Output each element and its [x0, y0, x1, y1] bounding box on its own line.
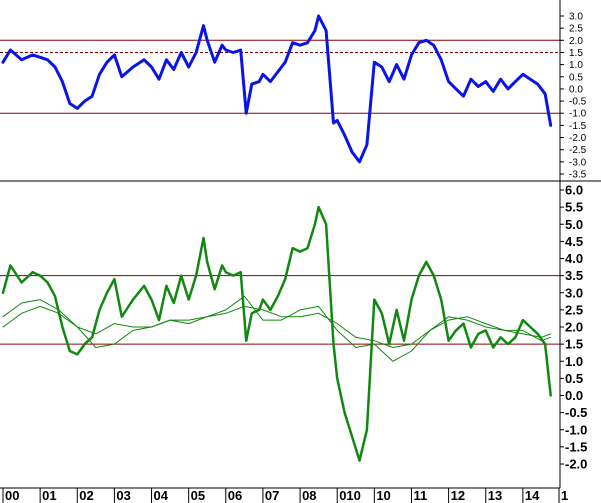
bottom-panel: 6.0 5.5 5.0 4.5 4.0 3.5 3.0 2.5 2.0 1.5 1.0 0.5 0.0 -… — [0, 183, 587, 503]
top-y-tick-label-13: -3.5 — [569, 170, 587, 181]
x-tick-label-14: 14 — [525, 488, 540, 503]
top-y-tick-label-0: 3.0 — [569, 12, 583, 23]
top-y-tick-label-1: 2.5 — [569, 24, 583, 35]
x-tick-label-7: 07 — [265, 488, 279, 503]
x-tick-label-15: 1 — [561, 488, 568, 503]
x-tick-label-10: 10 — [376, 488, 390, 503]
x-tick-label-12: 12 — [451, 488, 465, 503]
top-y-tick-label-2: 2.0 — [569, 36, 583, 47]
bottom-y-tick-label-13: -0.5 — [565, 405, 587, 420]
x-tick-label-6: 06 — [228, 488, 242, 503]
bottom-y-tick-label-2: 5.0 — [565, 217, 583, 232]
x-tick-label-0: 00 — [5, 488, 19, 503]
top-y-tick-label-12: -3.0 — [569, 157, 587, 168]
top-y-axis-ticks: 3.02.52.01.51.00.50.0 -0.5-1.0-1.5-2.0-2.… — [560, 12, 587, 181]
top-reference-lines — [0, 39, 560, 114]
bottom-y-tick-label-9: 1.5 — [565, 337, 583, 352]
top-y-tick-label-6: 0.0 — [569, 84, 583, 95]
bottom-y-tick-label-10: 1.0 — [565, 354, 583, 369]
x-tick-label-1: 01 — [42, 488, 56, 503]
bottom-series-group — [1, 205, 552, 462]
x-tick-label-13: 13 — [488, 488, 502, 503]
top-panel: 3.02.52.01.51.00.50.0 -0.5-1.0-1.5-2.0-2.… — [0, 12, 587, 181]
bottom-y-tick-label-4: 4.0 — [565, 251, 583, 266]
bottom-y-tick-label-0: 6.0 — [565, 183, 583, 198]
top-y-tick-label-4: 1.0 — [569, 60, 583, 71]
bottom-series-line-1 — [2, 299, 552, 348]
top-y-tick-label-7: -0.5 — [569, 97, 587, 108]
x-tick-label-5: 05 — [191, 488, 205, 503]
x-tick-label-2: 02 — [79, 488, 93, 503]
bottom-y-tick-label-3: 4.5 — [565, 234, 583, 249]
bottom-y-tick-label-11: 0.5 — [565, 371, 583, 386]
top-series-line-0 — [1, 14, 553, 164]
x-tick-label-11: 11 — [413, 488, 427, 503]
bottom-series-line-2 — [2, 295, 552, 362]
x-tick-label-9: 010 — [339, 488, 361, 503]
top-y-tick-label-3: 1.5 — [569, 48, 583, 59]
bottom-series-line-0 — [1, 205, 552, 462]
bottom-y-tick-label-14: -1.0 — [565, 422, 587, 437]
bottom-y-tick-label-8: 2.0 — [565, 320, 583, 335]
bottom-y-tick-label-15: -1.5 — [565, 439, 587, 454]
x-tick-label-4: 04 — [154, 488, 169, 503]
top-y-tick-label-8: -1.0 — [569, 109, 587, 120]
x-tick-label-3: 03 — [116, 488, 130, 503]
bottom-y-tick-label-1: 5.5 — [565, 200, 583, 215]
top-y-tick-label-11: -2.5 — [569, 145, 587, 156]
top-series-group — [1, 14, 553, 164]
x-tick-label-8: 08 — [302, 488, 316, 503]
bottom-y-tick-label-6: 3.0 — [565, 285, 583, 300]
x-axis: 00 01 02 03 04 05 06 07 08 010 10 11 12 13 14 1 — [2, 488, 568, 503]
bottom-y-tick-label-16: -2.0 — [565, 457, 587, 472]
bottom-y-tick-label-12: 0.0 — [565, 388, 583, 403]
bottom-y-tick-label-5: 3.5 — [565, 268, 583, 283]
bottom-y-axis-ticks: 6.0 5.5 5.0 4.5 4.0 3.5 3.0 2.5 2.0 1.5 1.0 0.5 0.0 -… — [560, 183, 587, 472]
top-y-tick-label-9: -1.5 — [569, 121, 587, 132]
top-y-tick-label-10: -2.0 — [569, 133, 587, 144]
top-y-tick-label-5: 0.5 — [569, 72, 583, 83]
bottom-y-tick-label-7: 2.5 — [565, 302, 583, 317]
